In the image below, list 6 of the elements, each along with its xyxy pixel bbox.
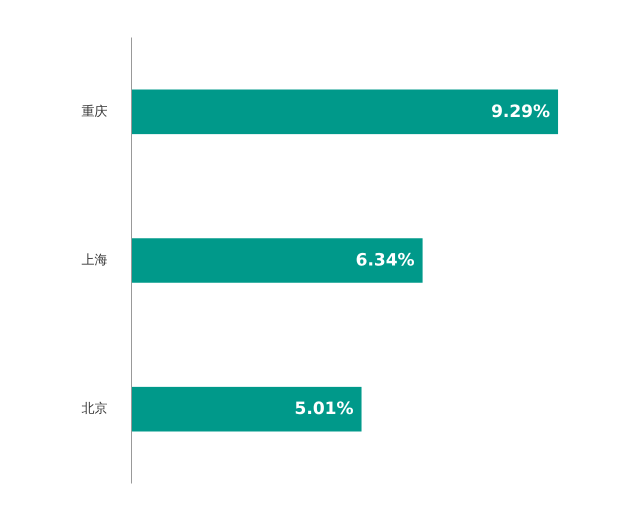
y-tick-label: 重庆: [82, 104, 108, 120]
y-tick-label: 北京: [82, 402, 108, 417]
data-label: 5.01%: [294, 399, 354, 420]
data-label: 6.34%: [356, 250, 415, 270]
data-label: 9.29%: [491, 102, 550, 122]
y-tick-label: 上海: [82, 253, 108, 268]
